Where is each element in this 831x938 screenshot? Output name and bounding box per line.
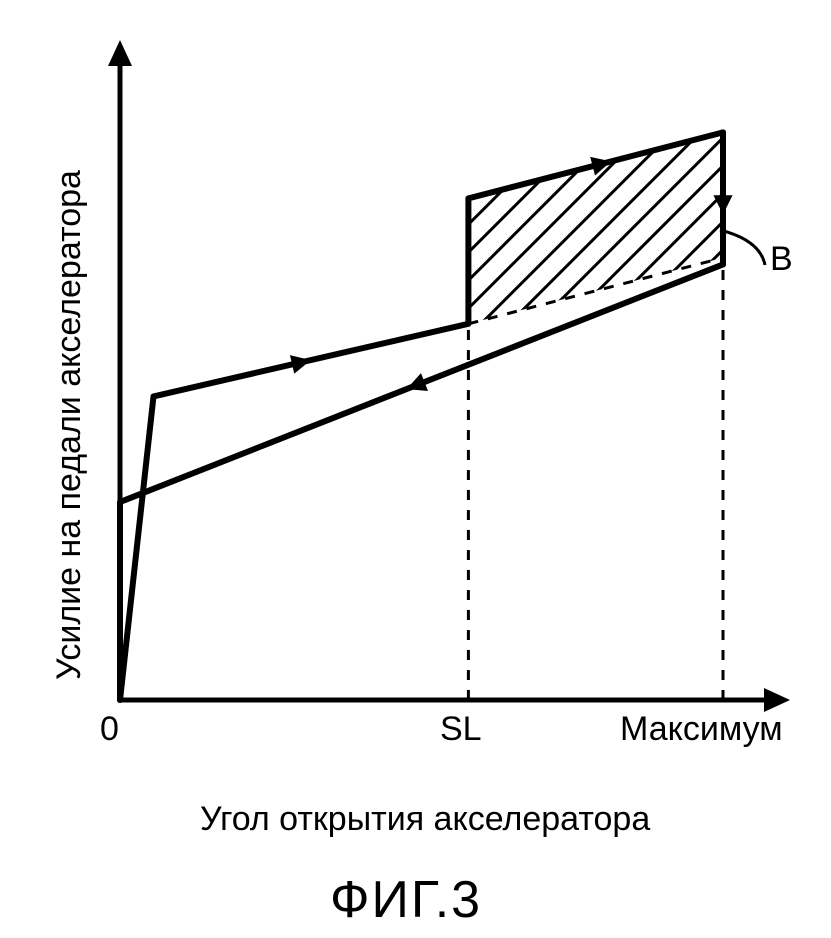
figure-label: ФИГ.3 [330, 870, 482, 930]
y-axis-label: Усилие на педали акселератора [50, 170, 89, 680]
x-tick-sl: SL [440, 710, 482, 749]
annotation-b: B [770, 240, 793, 279]
chart-svg [0, 0, 831, 938]
figure-container: Усилие на педали акселератора Угол откры… [0, 0, 831, 938]
x-axis-label: Угол открытия акселератора [200, 800, 650, 839]
x-tick-max: Максимум [620, 710, 783, 749]
origin-label: 0 [100, 710, 119, 749]
